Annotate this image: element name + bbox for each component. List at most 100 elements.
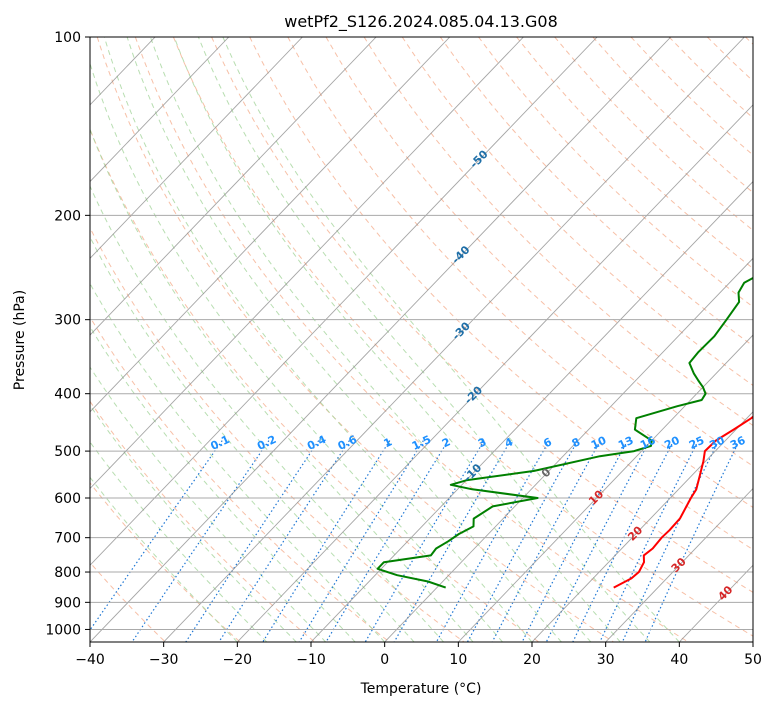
y-tick-label: 1000 (45, 622, 81, 638)
mixing-ratio-label: 1.5 (410, 433, 433, 453)
moist-adiabat (149, 37, 592, 642)
x-tick-label: −30 (149, 652, 179, 668)
x-tick-label: 50 (744, 652, 762, 668)
pressure-gridlines (90, 37, 753, 630)
chart-title: wetPf2_S126.2024.085.04.13.G08 (284, 12, 558, 32)
mixing-ratio-label: 0.4 (305, 433, 328, 453)
moist-adiabat (90, 366, 327, 642)
isotherm-label: -90 (0, 0, 10, 6)
dry-adiabat (478, 37, 753, 308)
y-tick-label: 300 (54, 313, 81, 329)
line-annotations: -100-90-80-70-60-50-40-30-20-10010203040… (0, 0, 748, 603)
mixing-ratio-label: 20 (662, 434, 682, 452)
mixing-ratio-label: 6 (541, 435, 554, 450)
dry-adiabat (249, 37, 753, 551)
mixing-ratio-label: 3 (476, 435, 488, 450)
mixing-ratio-line (262, 440, 391, 642)
sounding-series (376, 276, 753, 589)
mixing-ratio-line (644, 440, 740, 642)
x-tick-label: 20 (523, 652, 541, 668)
mixing-ratio-line (491, 440, 601, 642)
dry-adiabat (90, 482, 241, 642)
moist-adiabat (126, 37, 562, 642)
moist-adiabat (90, 62, 503, 642)
isotherm-line (605, 487, 753, 642)
x-tick-label: −40 (75, 652, 105, 668)
y-tick-label: 900 (54, 595, 81, 611)
dry-adiabat (706, 37, 753, 82)
dry-adiabat (516, 37, 753, 270)
isotherm-line (458, 334, 753, 642)
isotherm-line (90, 37, 377, 336)
moist-adiabat (103, 37, 533, 642)
mixing-ratio-label: 4 (503, 435, 516, 450)
x-tick-label: 10 (449, 652, 467, 668)
moist-adiabat (90, 325, 356, 642)
isotherm-line (90, 37, 451, 413)
dry-adiabat (439, 37, 753, 347)
mixing-ratio-label: 25 (687, 434, 706, 452)
isotherms (90, 37, 753, 642)
mixing-ratio-line (545, 440, 651, 642)
dry-adiabat (745, 37, 753, 45)
mixing-ratio-label: 2 (440, 435, 452, 450)
y-tick-label: 200 (54, 208, 81, 224)
dry-adiabat (401, 37, 753, 387)
y-tick-label: 400 (54, 387, 81, 403)
isotherm-line (90, 37, 230, 183)
plot-frame (89, 36, 754, 643)
x-axis-label: Temperature (°C) (360, 681, 482, 697)
moist-adiabat (222, 37, 680, 642)
dry-adiabat (287, 37, 753, 509)
moist-adiabat (90, 185, 444, 642)
dry-adiabats (90, 37, 753, 642)
dry-adiabat (211, 37, 753, 593)
x-tick-label: 40 (670, 652, 688, 668)
dry-adiabat (554, 37, 753, 231)
mixing-ratio-line (521, 440, 629, 642)
dry-adiabat (90, 226, 465, 642)
mixing-ratio-label: 0.1 (209, 433, 232, 453)
y-tick-label: 600 (54, 491, 81, 507)
dry-adiabat (363, 37, 753, 427)
x-tick-label: 0 (380, 652, 389, 668)
moist-adiabats (90, 37, 680, 642)
x-tick-label: −20 (223, 652, 253, 668)
mixing-ratio-label: 36 (728, 434, 748, 452)
plot-area: -100-90-80-70-60-50-40-30-20-10010203040… (0, 0, 753, 642)
mixing-ratio-line (131, 440, 270, 642)
mixing-ratio-line (185, 440, 320, 642)
mixing-ratio-label: 30 (707, 434, 727, 452)
moist-adiabat (90, 282, 386, 642)
y-axis-label: Pressure (hPa) (12, 290, 28, 390)
dry-adiabat (325, 37, 753, 467)
y-tick-label: 800 (54, 565, 81, 581)
mixing-ratio-line (90, 440, 223, 632)
isotherm-line (90, 37, 672, 642)
moist-adiabat (90, 441, 268, 642)
mixing-ratio-line (572, 440, 675, 642)
moist-adiabat (90, 236, 415, 642)
isotherm-line (237, 104, 753, 642)
isotherm-line (90, 37, 303, 259)
temperature-line (613, 415, 753, 589)
mixing-ratio-label: 0.6 (336, 433, 359, 453)
mixing-ratio-line (599, 440, 699, 642)
x-tick-label: −10 (296, 652, 326, 668)
dry-adiabat (134, 37, 689, 642)
dry-adiabat (90, 561, 166, 642)
mixing-ratio-line (621, 440, 720, 642)
moist-adiabat (90, 128, 474, 642)
mixing-ratio-label: 1 (382, 435, 394, 450)
moist-adiabat (197, 37, 651, 642)
dry-adiabat (90, 128, 540, 642)
dry-adiabat (90, 316, 390, 642)
isotherm-line (752, 641, 753, 642)
mixing-ratio-line (325, 440, 449, 642)
isotherm-line (90, 37, 524, 490)
mixing-ratio-label: 10 (589, 434, 609, 452)
isotherm-label: -80 (0, 0, 10, 6)
isotherm-line (310, 180, 753, 642)
x-axis: −40 −30 −20 −10 0 10 20 30 40 50 (75, 642, 762, 668)
